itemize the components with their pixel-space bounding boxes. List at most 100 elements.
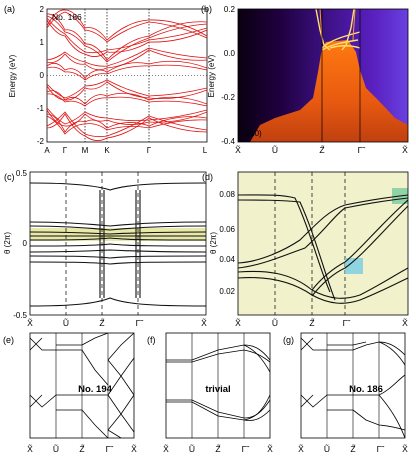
panel-e: No. 194 (e) X̃ Ũ Z̃ Γ̃ X̃: [3, 332, 137, 454]
panel-a-band: [47, 79, 207, 99]
panel-e-curves: [29, 332, 135, 439]
panel-a-tag: No. 186: [52, 12, 82, 22]
panel-a-xtick: M: [82, 146, 89, 155]
panel-a-xtick: Γ: [63, 146, 68, 155]
panel-f-curves: [166, 344, 271, 421]
panel-b-ytick: -0.2: [221, 93, 235, 102]
panel-f: trivial (f) X̃ Ũ Z̃ Γ̃ X̃: [147, 332, 273, 454]
panel-g-curves: [300, 337, 406, 439]
panel-g-tag: No. 186: [349, 384, 383, 395]
panel-c: (c) θ (2π) 0.5 0 -0.5 X̃ Ũ Z̃ Γ̃ X̃: [3, 169, 207, 328]
panel-c-xtick: Z̃: [99, 318, 104, 328]
panel-a-band: [47, 15, 207, 63]
panel-d-xtick: X̃: [235, 318, 241, 328]
panel-e-xtick: Γ̃: [106, 444, 114, 454]
panel-c-ytick: 0: [23, 239, 28, 248]
panel-b-ytick: 0.2: [224, 5, 236, 14]
panel-a-xtick: L: [203, 146, 208, 155]
panel-b-ylabel: Energy (eV): [207, 54, 216, 97]
panel-f-tag: trivial: [205, 384, 230, 395]
panel-d-wilson-curve: [238, 199, 336, 301]
panel-d-xtick: Γ̃: [343, 318, 351, 328]
panel-g-label: (g): [283, 335, 294, 345]
panel-e-label: (e): [3, 335, 14, 345]
panel-c-wilson-curve: [30, 297, 206, 307]
panel-a-band: [47, 47, 207, 67]
panel-a-xtick: A: [44, 146, 50, 155]
panel-a-band: [47, 113, 207, 133]
panel-a-ytick: 0: [40, 71, 45, 80]
panel-c-xtick: X̃: [201, 318, 207, 328]
panel-b-xtick: Z̃: [319, 145, 324, 155]
panel-a-band: [47, 9, 207, 41]
panel-e-xtick: X̃: [27, 444, 33, 454]
panel-a-band: [47, 93, 207, 107]
panel-a-xtick: K: [104, 146, 110, 155]
panel-a-band: [47, 107, 207, 125]
panel-c-wilson-curve: [30, 249, 206, 253]
panel-e-xtick: X̃: [131, 444, 137, 454]
panel-f-label: (f): [147, 335, 156, 345]
panel-d-ylabel: θ (2π): [209, 232, 218, 254]
panel-f-xtick: Γ̃: [242, 444, 250, 454]
panel-d-xtick: X̃: [402, 318, 408, 328]
panel-c-label: (c): [4, 172, 15, 182]
panel-a-bands: [47, 9, 207, 141]
panel-b-xtick: Γ̃: [358, 145, 366, 155]
panel-b: (b) (010) Energy (eV) 0.2 0.0 -0.2 -0.4 …: [201, 4, 409, 155]
panel-g-xtick: Z̃: [350, 444, 355, 454]
panel-b-xtick: X̃: [402, 145, 408, 155]
panel-b-xtick: X̃: [235, 145, 241, 155]
panel-c-bg: [30, 172, 206, 315]
panel-a-band: [47, 49, 207, 71]
panel-a-band: [47, 17, 207, 54]
panel-a-band: [47, 113, 207, 141]
panel-f-xtick: Z̃: [215, 444, 220, 454]
panel-c-frame: [29, 171, 207, 316]
panel-d-xtick: Ũ: [272, 318, 278, 328]
panel-e-xtick: Z̃: [79, 444, 84, 454]
panel-c-xtick: X̃: [27, 318, 33, 328]
panel-a-ytick: 2: [40, 5, 45, 14]
panel-a-band: [47, 115, 207, 135]
panel-a-xtick: Γ: [147, 146, 152, 155]
panel-c-wilson-curve: [30, 243, 206, 247]
panel-b-ytick: -0.4: [221, 137, 235, 146]
panel-d-bg: [238, 172, 408, 315]
panel-b-label: (b): [201, 4, 212, 14]
panel-a-band: [47, 19, 207, 57]
panel-c-wilson-curve: [30, 261, 206, 265]
panel-c-ylabel: θ (2π): [3, 232, 12, 254]
panel-a-band: [47, 111, 207, 138]
panel-g-xtick: X̃: [402, 444, 408, 454]
panel-d-frame: [237, 171, 409, 316]
panel-d-wilson-curve: [238, 194, 408, 264]
panel-b-frame: [237, 8, 409, 143]
panel-c-xtick: Γ̃: [136, 318, 144, 328]
panel-a-ytick: -2: [37, 137, 45, 146]
panel-g-xtick: Ũ: [324, 444, 330, 454]
panel-d-wilson-curve: [311, 199, 408, 291]
panel-d: (d) θ (2π) 0.08 0.06 0.04 0.02 X̃ Ũ Z̃ Γ…: [202, 171, 409, 328]
panel-d-ytick: 0.06: [219, 225, 235, 234]
panel-f-xtick: Ũ: [189, 444, 195, 454]
panel-d-wilson-curve: [311, 205, 408, 297]
panel-c-wilson-curve: [30, 225, 206, 231]
panel-a-ylabel: Energy (eV): [8, 54, 17, 97]
panel-c-highlight-band: [30, 228, 206, 241]
panel-c-wilson-curve: [30, 237, 206, 241]
panel-b-xtick: Ũ: [272, 145, 278, 155]
panel-d-wilson-bands: [238, 194, 408, 304]
panel-e-xtick: Ũ: [53, 444, 59, 454]
panel-a-ytick: -1: [37, 104, 45, 113]
panel-c-xtick: Ũ: [63, 318, 69, 328]
panel-c-ytick: 0.5: [16, 169, 28, 178]
panel-b-tag: (010): [243, 129, 262, 138]
panel-d-ytick: 0.04: [219, 255, 235, 264]
panel-c-wilson-curve: [30, 231, 206, 235]
panel-g: No. 186 (g) X̃ Ũ Z̃ Γ̃ X̃: [283, 332, 408, 454]
panel-b-ytick: 0.0: [224, 49, 236, 58]
panel-b-bulk-continuum: [250, 40, 408, 142]
panel-d-wilson-curve: [238, 277, 408, 304]
